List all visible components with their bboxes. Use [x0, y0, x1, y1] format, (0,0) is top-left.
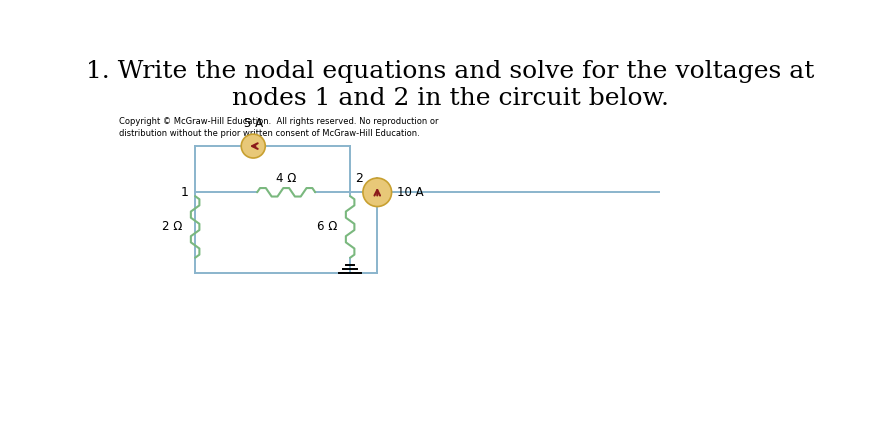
Text: 5 A: 5 A — [243, 116, 263, 130]
Text: 6 Ω: 6 Ω — [316, 220, 336, 233]
Circle shape — [241, 134, 265, 158]
Text: 1: 1 — [181, 186, 189, 199]
Text: Copyright © McGraw-Hill Education.  All rights reserved. No reproduction or
dist: Copyright © McGraw-Hill Education. All r… — [119, 117, 438, 138]
Circle shape — [363, 178, 391, 206]
Text: nodes 1 and 2 in the circuit below.: nodes 1 and 2 in the circuit below. — [232, 87, 668, 110]
Text: 2: 2 — [355, 172, 363, 185]
Text: 1. Write the nodal equations and solve for the voltages at: 1. Write the nodal equations and solve f… — [86, 60, 814, 83]
Text: 4 Ω: 4 Ω — [276, 172, 296, 185]
Text: 2 Ω: 2 Ω — [162, 220, 182, 233]
Text: 10 A: 10 A — [397, 186, 423, 199]
